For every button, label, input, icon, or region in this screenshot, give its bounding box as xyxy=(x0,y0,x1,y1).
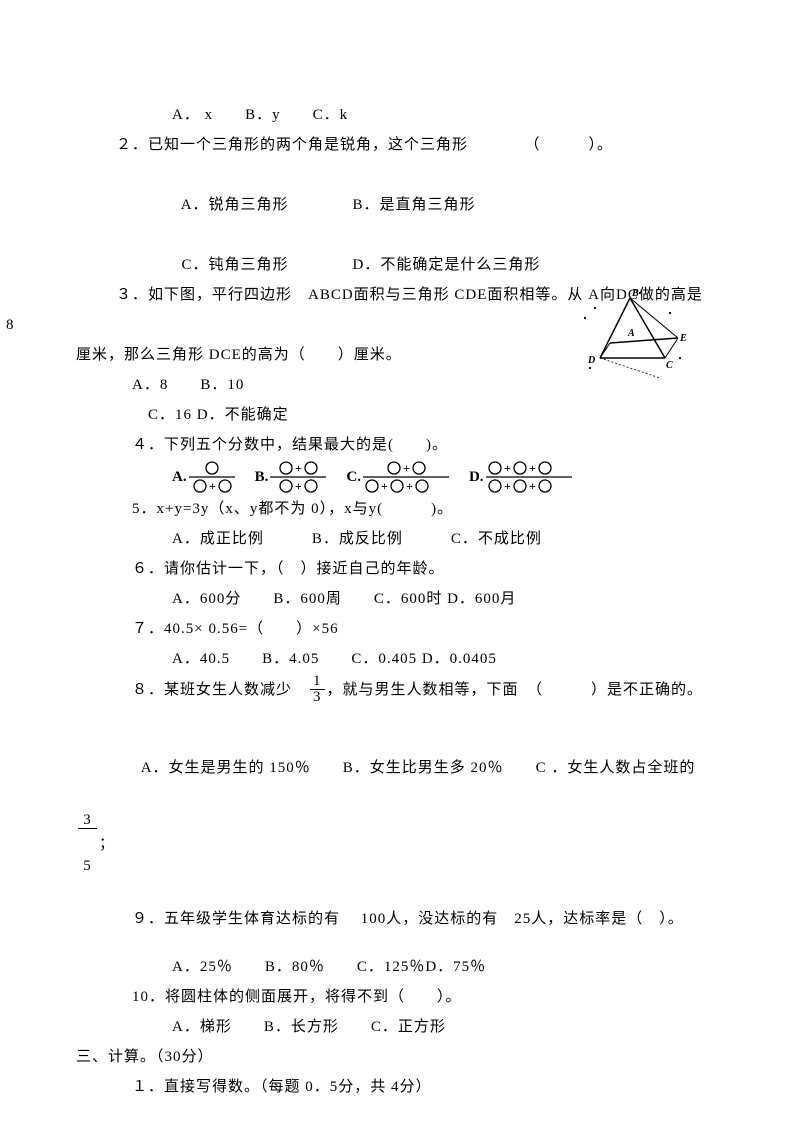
q8-stem: ８．某班女生人数减少 1 3 ，就与男生人数相等，下面 （ ）是不正确的。 xyxy=(76,674,724,705)
q2-optC: C．钝角三角形 xyxy=(182,257,289,273)
q2-optD: D．不能确定是什么三角形 xyxy=(353,257,541,273)
q8-opts-line: A．女生是男生的 150％ B．女生比男生多 20％ C ．女生人数占全班的 xyxy=(76,723,724,783)
svg-text:C: C xyxy=(666,360,673,371)
circle-fraction-icon: + + + xyxy=(361,460,451,494)
svg-text:+: + xyxy=(381,479,388,493)
q8-frac2-line: 3 5 ； xyxy=(76,783,724,904)
svg-text:A: A xyxy=(627,328,635,339)
q1-options: A． x B．y C．k xyxy=(76,100,724,130)
svg-text:+: + xyxy=(295,479,302,493)
q8-pre: ８．某班女生人数减少 xyxy=(132,675,308,705)
q8-optC: C ．女生人数占全班的 xyxy=(536,760,696,776)
svg-text:+: + xyxy=(504,479,511,493)
svg-text:E: E xyxy=(679,333,687,344)
frac2-den: 5 xyxy=(78,859,97,874)
frac-den: 3 xyxy=(310,690,325,705)
svg-text:+: + xyxy=(529,479,536,493)
s3-q1: １．直接写得数。（每题 0．5分，共 4分） xyxy=(76,1072,724,1102)
svg-text:+: + xyxy=(403,461,410,475)
q5-stem: 5．x+y=3y（x、y都不为 0），x与y( )。 xyxy=(76,494,724,524)
q8-optB: B．女生比男生多 20％ xyxy=(343,760,504,776)
circle-fraction-icon: + + + + xyxy=(484,460,574,494)
q9-opts: A．25％ B．80％ C．125％D．75％ xyxy=(76,952,724,982)
svg-text:B: B xyxy=(631,288,639,299)
q4-options-row: A. + B. + + C. xyxy=(76,460,724,494)
frac2-num: 3 xyxy=(78,813,97,829)
q7-opts: A．40.5 B．4.05 C．0.405 D．0.0405 xyxy=(76,644,724,674)
q8-post: ，就与男生人数相等，下面 （ ）是不正确的。 xyxy=(327,675,704,705)
svg-text:+: + xyxy=(504,461,511,475)
q4-optA: A. + xyxy=(172,460,237,494)
q3-optCD: C．16 D．不能确定 xyxy=(76,400,724,430)
q2-optA: A．锐角三角形 xyxy=(181,197,289,213)
svg-text:+: + xyxy=(406,479,413,493)
q6-stem: ６．请你估计一下，（ ）接近自己的年龄。 xyxy=(76,554,724,584)
q4-label-B: B. xyxy=(255,462,269,492)
triangle-figure: B E A D C xyxy=(570,288,690,378)
q5-opts: A．成正比例 B．成反比例 C．不成比例 xyxy=(76,524,724,554)
q8-semi: ； xyxy=(99,829,115,859)
q8-optA: A．女生是男生的 150％ xyxy=(141,760,311,776)
q4-optD: D. + + + + xyxy=(469,460,574,494)
svg-text:+: + xyxy=(295,461,302,475)
q10-opts: A．梯形 B．长方形 C．正方形 xyxy=(76,1012,724,1042)
section3-title: 三、计算。（30分） xyxy=(76,1042,724,1072)
q4-stem: ４．下列五个分数中，结果最大的是( )。 xyxy=(76,430,724,460)
q4-optC: C. + + + xyxy=(346,460,451,494)
frac-num: 1 xyxy=(310,674,325,690)
q4-optB: B. + + xyxy=(255,460,329,494)
svg-text:+: + xyxy=(529,461,536,475)
q9-stem: ９．五年级学生体育达标的有 100人，没达标的有 25人，达标率是（ ）。 xyxy=(76,904,724,934)
circle-fraction-icon: + + xyxy=(268,460,328,494)
q7-stem: ７．40.5× 0.56=（ ）×56 xyxy=(76,614,724,644)
q4-label-D: D. xyxy=(469,462,484,492)
circle-fraction-icon: + xyxy=(187,460,237,494)
q2-opts-row2: C．钝角三角形 D．不能确定是什么三角形 xyxy=(76,220,724,280)
q2-stem: ２．已知一个三角形的两个角是锐角，这个三角形 （ ）。 xyxy=(76,130,724,160)
svg-text:+: + xyxy=(209,479,216,493)
q10-stem: 10．将圆柱体的侧面展开，将得不到（ ）。 xyxy=(76,982,724,1012)
q6-opts: A．600分 B．600周 C．600时 D．600月 xyxy=(76,584,724,614)
fraction-one-third: 1 3 xyxy=(310,674,325,705)
q2-opts-row1: A．锐角三角形 B．是直角三角形 xyxy=(76,160,724,220)
fraction-three-fifths: 3 5 xyxy=(78,783,97,904)
q4-label-C: C. xyxy=(346,462,361,492)
q4-label-A: A. xyxy=(172,462,187,492)
q2-optB: B．是直角三角形 xyxy=(353,197,476,213)
svg-text:D: D xyxy=(587,355,595,366)
